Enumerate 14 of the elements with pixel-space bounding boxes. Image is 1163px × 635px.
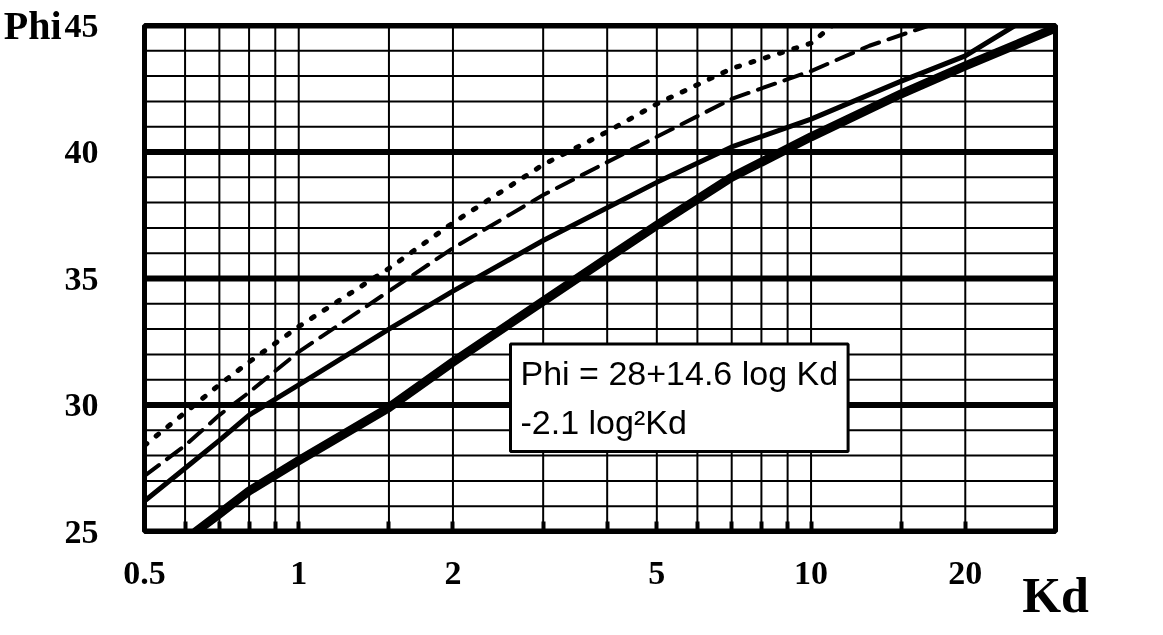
y-tick-label: 30 — [64, 386, 99, 423]
y-axis-title: Phi — [3, 3, 62, 48]
y-tick-label: 40 — [64, 133, 99, 170]
y-tick-label: 25 — [64, 512, 99, 550]
x-axis-title: Kd — [1022, 566, 1090, 623]
x-tick-label: 10 — [794, 553, 829, 591]
x-tick-label: 20 — [948, 553, 983, 591]
x-tick-label: 2 — [444, 553, 462, 591]
annotation: Phi = 28+14.6 log Kd -2.1 log²Kd — [520, 354, 839, 442]
x-tick-label: 5 — [648, 553, 666, 591]
y-tick-label: 45 — [64, 6, 99, 44]
x-tick-label: 0.5 — [123, 553, 166, 591]
x-tick-label: 1 — [290, 553, 308, 591]
y-tick-label: 35 — [64, 259, 99, 297]
